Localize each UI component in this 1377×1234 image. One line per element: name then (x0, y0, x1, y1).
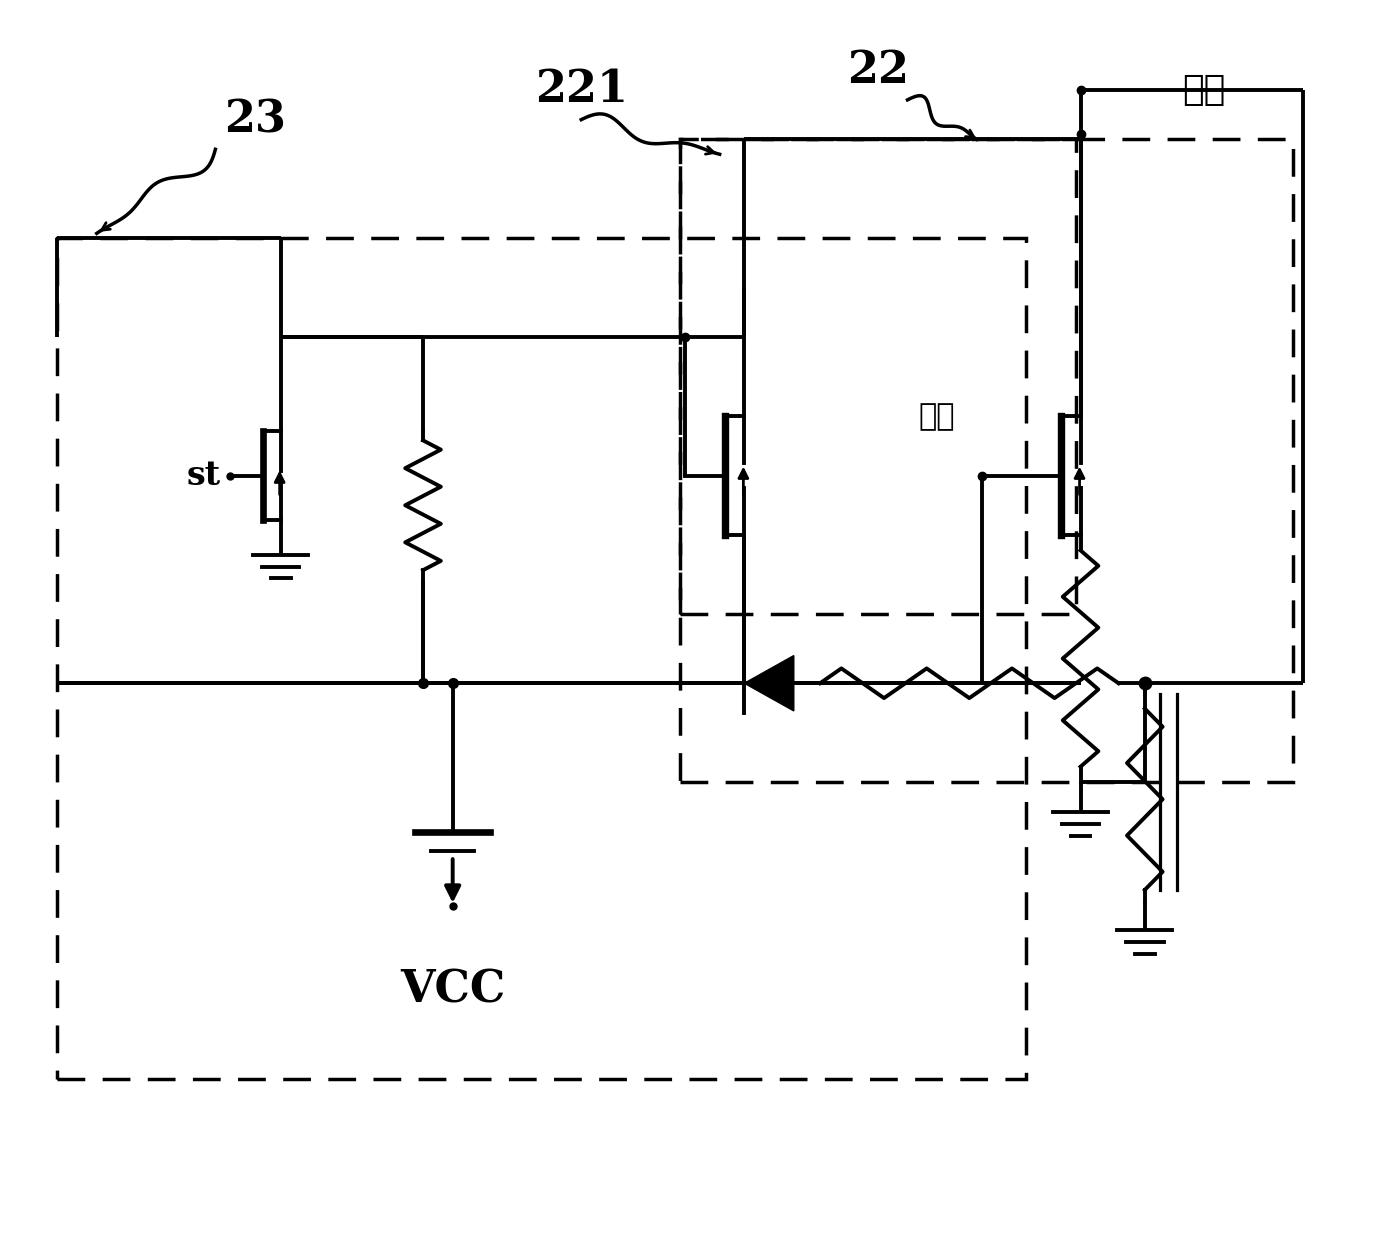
Text: st: st (186, 459, 220, 492)
Bar (680, 139, 1293, 782)
Text: 22: 22 (847, 48, 909, 91)
Text: VCC: VCC (401, 969, 505, 1011)
Text: 221: 221 (534, 69, 628, 111)
Polygon shape (745, 655, 793, 711)
Bar (680, 139, 1075, 615)
Bar (58, 238, 1026, 1079)
Text: 漏极: 漏极 (1183, 73, 1226, 107)
Text: 23: 23 (224, 99, 286, 141)
Text: 栅极: 栅极 (918, 402, 956, 431)
